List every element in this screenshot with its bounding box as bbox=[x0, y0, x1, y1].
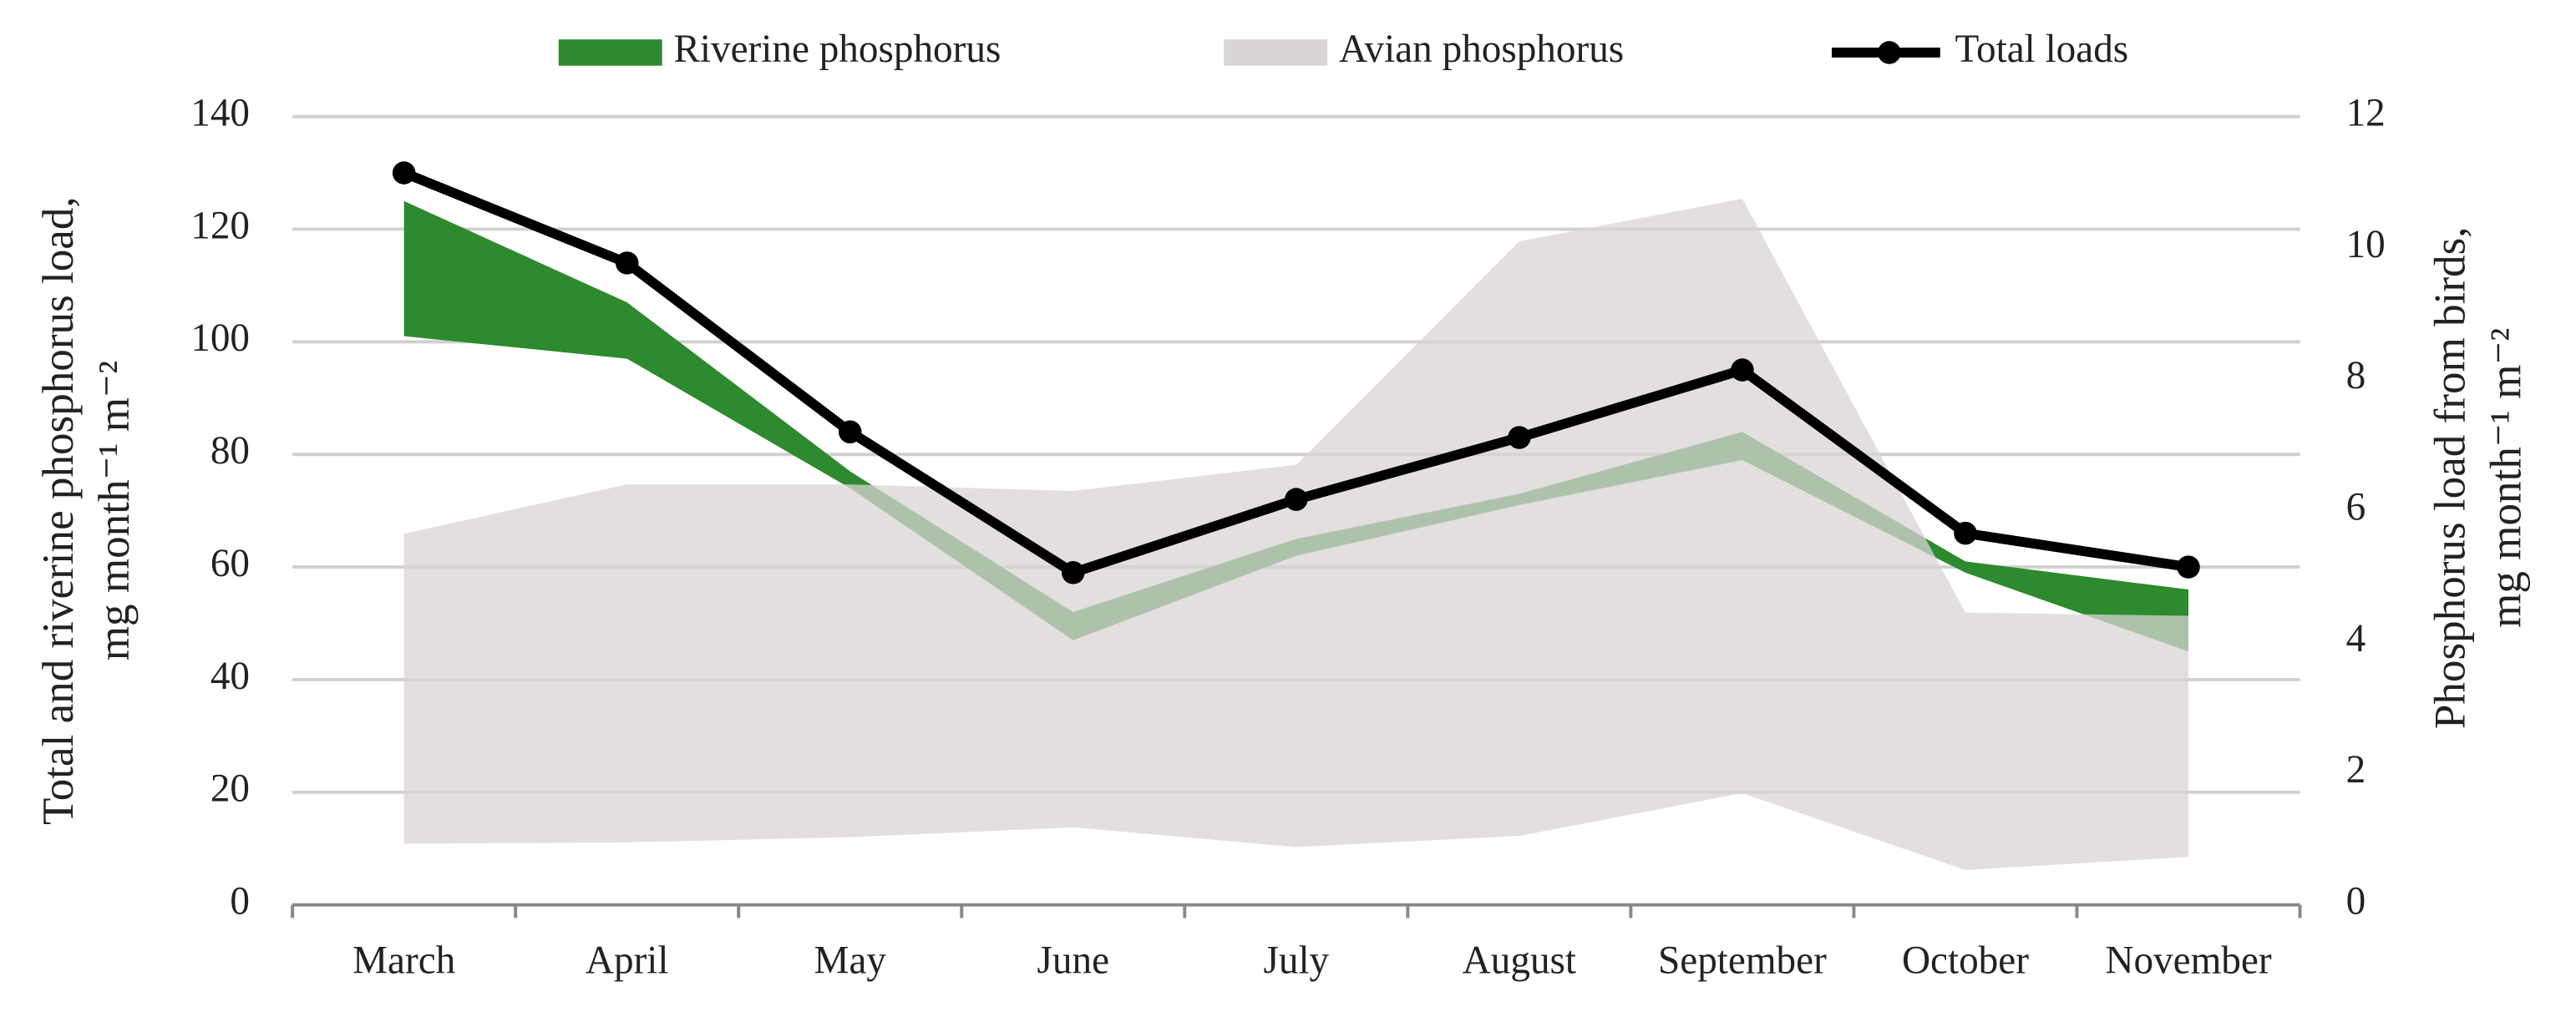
y2-axis-title: mg month⁻¹ m⁻² bbox=[2482, 328, 2530, 628]
legend-marker bbox=[1878, 41, 1901, 64]
y2-tick-label: 4 bbox=[2346, 617, 2366, 660]
point bbox=[1062, 561, 1085, 584]
x-tick-label: March bbox=[352, 939, 455, 982]
plot-area bbox=[392, 161, 2200, 870]
legend-swatch bbox=[1224, 39, 1328, 66]
legend-label: Total loads bbox=[1955, 28, 2128, 71]
y2-tick-label: 8 bbox=[2346, 354, 2366, 397]
x-tick-label: April bbox=[586, 939, 669, 982]
y-axis-title: mg month⁻¹ m⁻² bbox=[90, 361, 139, 660]
x-tick-label: May bbox=[814, 939, 887, 982]
y2-tick-label: 6 bbox=[2346, 485, 2366, 529]
x-tick-label: June bbox=[1037, 939, 1110, 982]
y-tick-label: 60 bbox=[210, 542, 250, 585]
range-area bbox=[403, 200, 2188, 652]
y2-tick-label: 10 bbox=[2346, 223, 2386, 266]
legend-label: Riverine phosphorus bbox=[673, 28, 1001, 71]
legend: Riverine phosphorus Avian phosphorus Total… bbox=[558, 28, 2128, 71]
x-tick-label: August bbox=[1463, 939, 1576, 982]
legend-swatch bbox=[558, 39, 662, 66]
point bbox=[1731, 358, 1754, 382]
point bbox=[1285, 488, 1308, 511]
point bbox=[1954, 521, 1977, 545]
y2-tick-label: 2 bbox=[2346, 748, 2366, 792]
x-tick-label: September bbox=[1658, 939, 1827, 982]
point bbox=[392, 161, 416, 185]
y2-axis-title: Phosphorus load from birds, bbox=[2426, 226, 2475, 729]
y-tick-label: 120 bbox=[190, 204, 250, 247]
y-tick-label: 0 bbox=[230, 880, 250, 923]
y-tick-label: 100 bbox=[190, 316, 250, 360]
y-tick-label: 140 bbox=[190, 91, 250, 134]
legend-label: Avian phosphorus bbox=[1339, 28, 1624, 71]
y-tick-label: 20 bbox=[210, 767, 250, 811]
y-tick-label: 80 bbox=[210, 429, 250, 473]
point bbox=[838, 420, 862, 444]
y-tick-label: 40 bbox=[210, 655, 250, 698]
point bbox=[2177, 555, 2200, 579]
point bbox=[615, 251, 639, 275]
y-axis-title: Total and riverine phosphorus load, bbox=[34, 196, 83, 825]
x-tick-label: November bbox=[2105, 939, 2271, 982]
y2-tick-label: 12 bbox=[2346, 91, 2386, 134]
point bbox=[1508, 426, 1531, 449]
x-tick-label: October bbox=[1902, 939, 2029, 982]
y2-tick-label: 0 bbox=[2346, 880, 2366, 923]
x-tick-label: July bbox=[1263, 939, 1329, 982]
